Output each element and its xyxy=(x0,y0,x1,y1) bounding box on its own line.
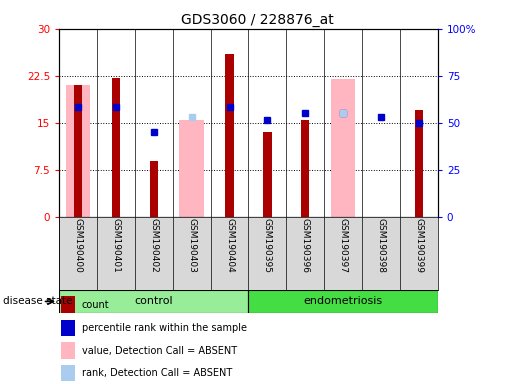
Text: GSM190400: GSM190400 xyxy=(74,218,82,273)
Bar xyxy=(59,290,248,313)
Text: disease state: disease state xyxy=(3,296,72,306)
Bar xyxy=(112,78,120,217)
Text: GSM190402: GSM190402 xyxy=(149,218,158,273)
Text: GSM190396: GSM190396 xyxy=(301,218,310,273)
Bar xyxy=(61,296,75,313)
Bar xyxy=(331,79,355,217)
Text: GSM190399: GSM190399 xyxy=(415,218,423,273)
Text: percentile rank within the sample: percentile rank within the sample xyxy=(82,323,247,333)
Text: endometriosis: endometriosis xyxy=(303,296,383,306)
Bar xyxy=(61,343,75,359)
Text: GSM190403: GSM190403 xyxy=(187,218,196,273)
Text: value, Detection Call = ABSENT: value, Detection Call = ABSENT xyxy=(82,346,237,356)
Bar xyxy=(415,110,423,217)
Bar xyxy=(74,85,82,217)
Text: GSM190404: GSM190404 xyxy=(225,218,234,273)
Bar xyxy=(263,132,271,217)
Bar xyxy=(226,54,234,217)
Text: rank, Detection Call = ABSENT: rank, Detection Call = ABSENT xyxy=(82,368,232,378)
Text: control: control xyxy=(134,296,173,306)
Bar xyxy=(61,320,75,336)
Text: GDS3060 / 228876_at: GDS3060 / 228876_at xyxy=(181,13,334,27)
Text: GSM190395: GSM190395 xyxy=(263,218,272,273)
Text: count: count xyxy=(82,300,110,310)
Bar xyxy=(179,120,204,217)
Bar xyxy=(61,365,75,381)
Bar xyxy=(150,161,158,217)
Bar xyxy=(66,85,91,217)
Bar xyxy=(301,120,310,217)
Text: GSM190401: GSM190401 xyxy=(112,218,121,273)
Text: GSM190398: GSM190398 xyxy=(376,218,385,273)
Bar xyxy=(248,290,438,313)
Text: GSM190397: GSM190397 xyxy=(339,218,348,273)
